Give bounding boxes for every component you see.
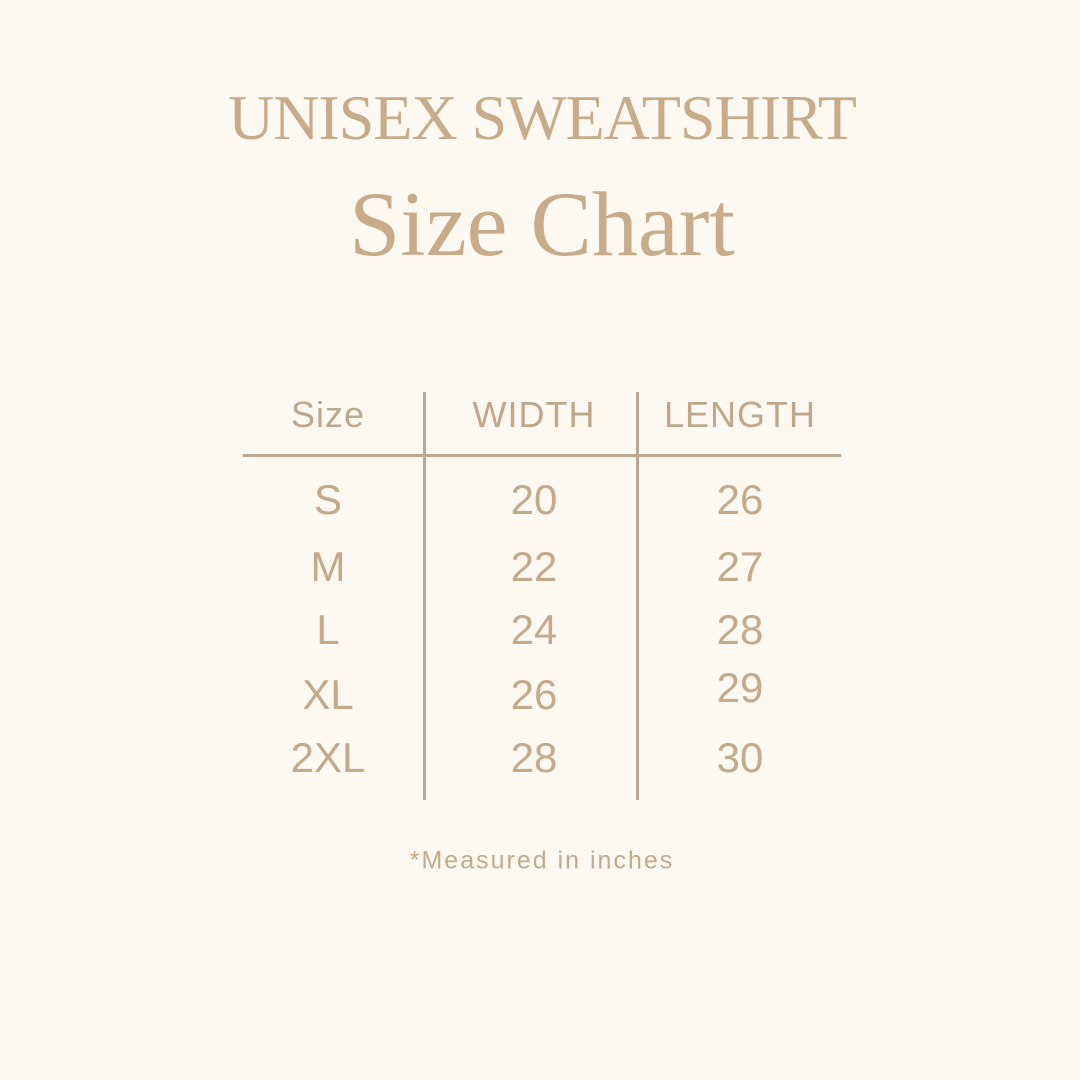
size-cell: XL <box>302 671 354 718</box>
length-cell: 26 <box>716 476 764 523</box>
width-cell: 28 <box>510 734 558 781</box>
header-divider <box>243 454 841 457</box>
length-cell: 28 <box>716 606 764 653</box>
column-divider-1 <box>423 392 426 800</box>
subtitle: Size Chart <box>349 173 735 275</box>
title: UNISEX SWEATSHIRT <box>227 82 857 153</box>
size-cell: S <box>313 476 343 523</box>
footnote: *Measured in inches <box>409 846 675 875</box>
length-cell: 30 <box>716 734 764 781</box>
length-cell: 27 <box>716 543 764 590</box>
width-cell: 26 <box>510 671 558 718</box>
size-cell: 2XL <box>290 734 366 781</box>
width-cell: 22 <box>510 543 558 590</box>
size-cell: L <box>316 606 340 653</box>
header-width: WIDTH <box>472 394 596 435</box>
column-divider-2 <box>636 392 639 800</box>
header-size: Size <box>290 394 366 435</box>
header-length: LENGTH <box>663 394 817 435</box>
width-cell: 20 <box>510 476 558 523</box>
length-cell: 29 <box>716 664 764 711</box>
width-cell: 24 <box>510 606 558 653</box>
size-cell: M <box>310 543 346 590</box>
